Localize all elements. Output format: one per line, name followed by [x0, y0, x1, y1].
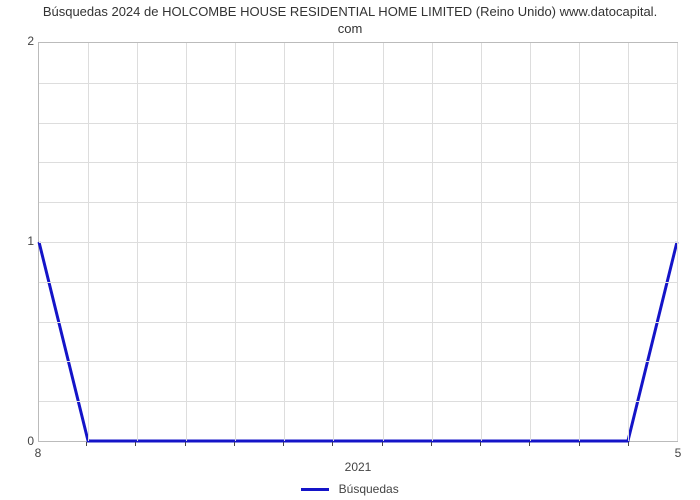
grid-h: [39, 242, 677, 243]
x-tick-mark: [382, 442, 383, 446]
legend: Búsquedas: [0, 482, 700, 496]
title-line1: Búsquedas 2024 de HOLCOMBE HOUSE RESIDEN…: [43, 4, 657, 19]
title-line2: com: [338, 21, 363, 36]
x-tick-mark: [332, 442, 333, 446]
legend-label: Búsquedas: [339, 482, 399, 496]
grid-h: [39, 322, 677, 323]
x-tick-mark: [628, 442, 629, 446]
x-tick-mark: [529, 442, 530, 446]
x-tick-left: 8: [35, 446, 42, 460]
grid-h: [39, 401, 677, 402]
series-line: [39, 242, 677, 441]
x-tick-mark: [579, 442, 580, 446]
grid-h: [39, 282, 677, 283]
y-tick-label: 1: [0, 234, 34, 248]
grid-h: [39, 83, 677, 84]
x-tick-mark: [86, 442, 87, 446]
chart-container: Búsquedas 2024 de HOLCOMBE HOUSE RESIDEN…: [0, 0, 700, 500]
x-tick-right: 5: [675, 446, 682, 460]
grid-h: [39, 361, 677, 362]
grid-h: [39, 123, 677, 124]
grid-h: [39, 162, 677, 163]
x-tick-mark: [283, 442, 284, 446]
plot-area: [38, 42, 678, 442]
legend-swatch: [301, 488, 329, 491]
y-tick-label: 0: [0, 434, 34, 448]
y-tick-label: 2: [0, 34, 34, 48]
x-tick-mark: [234, 442, 235, 446]
chart-title: Búsquedas 2024 de HOLCOMBE HOUSE RESIDEN…: [0, 4, 700, 38]
x-tick-mark: [480, 442, 481, 446]
grid-v: [677, 43, 678, 441]
x-center-label: 2021: [345, 460, 372, 474]
x-tick-mark: [135, 442, 136, 446]
x-tick-mark: [185, 442, 186, 446]
grid-h: [39, 202, 677, 203]
x-tick-mark: [431, 442, 432, 446]
